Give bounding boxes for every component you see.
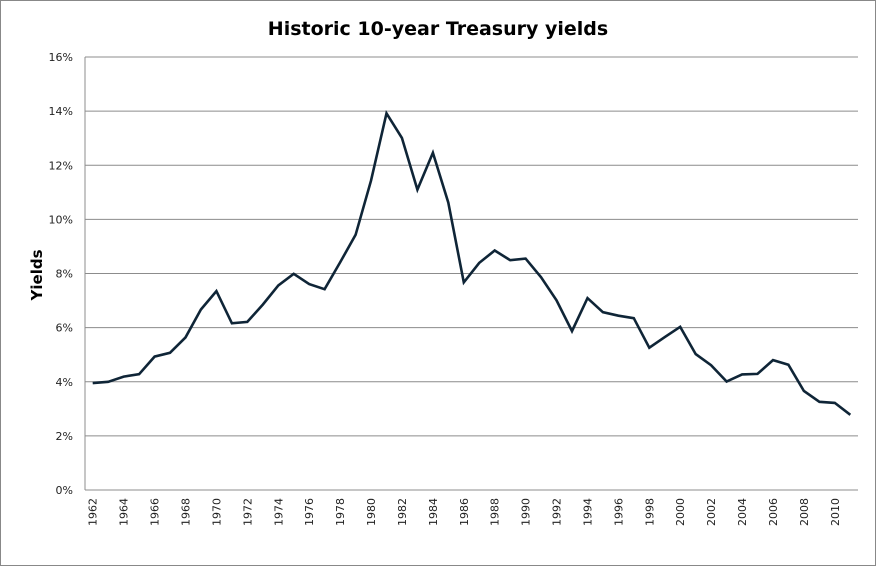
x-tick-label: 1994 — [581, 498, 594, 526]
x-tick-label: 2006 — [767, 498, 780, 526]
x-tick-label: 2004 — [736, 498, 749, 526]
x-tick-label: 2002 — [705, 498, 718, 526]
x-tick-label: 1980 — [365, 498, 378, 526]
x-tick-label: 1970 — [210, 498, 223, 526]
x-tick-label: 1988 — [489, 498, 502, 526]
series-line — [93, 113, 851, 415]
x-tick-label: 1968 — [179, 498, 192, 526]
x-tick-label: 1966 — [149, 498, 162, 526]
x-tick-label: 1998 — [643, 498, 656, 526]
chart-title: Historic 10-year Treasury yields — [268, 18, 608, 40]
x-tick-label: 1974 — [272, 498, 285, 526]
x-tick-label: 1984 — [427, 498, 440, 526]
y-tick-label: 16% — [49, 51, 73, 64]
y-tick-label: 12% — [49, 159, 73, 172]
y-tick-label: 14% — [49, 105, 73, 118]
x-tick-label: 1972 — [241, 498, 254, 526]
y-tick-label: 2% — [56, 430, 73, 443]
x-tick-label: 1982 — [396, 498, 409, 526]
x-tick-label: 2008 — [798, 498, 811, 526]
x-tick-label: 1976 — [303, 498, 316, 526]
y-tick-label: 6% — [56, 322, 73, 335]
x-tick-label: 1964 — [118, 498, 131, 526]
x-tick-label: 1990 — [520, 498, 533, 526]
y-tick-label: 0% — [56, 484, 73, 497]
x-tick-label: 1978 — [334, 498, 347, 526]
x-tick-label: 2000 — [674, 498, 687, 526]
y-tick-label: 8% — [56, 268, 73, 281]
y-axis-label: Yields — [28, 249, 46, 301]
y-tick-label: 10% — [49, 213, 73, 226]
y-tick-label: 4% — [56, 376, 73, 389]
x-tick-label: 1962 — [87, 498, 100, 526]
x-tick-label: 1992 — [551, 498, 564, 526]
x-tick-label: 1996 — [612, 498, 625, 526]
x-tick-label: 2010 — [829, 498, 842, 526]
x-tick-label: 1986 — [458, 498, 471, 526]
